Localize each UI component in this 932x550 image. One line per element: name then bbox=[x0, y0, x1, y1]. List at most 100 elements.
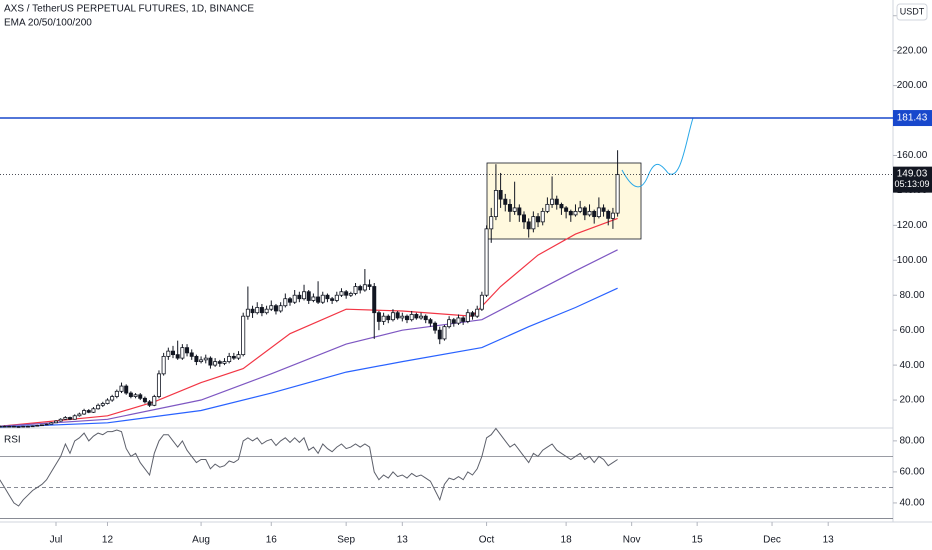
candle-body bbox=[390, 312, 395, 321]
candle-body bbox=[330, 298, 335, 301]
candle-body bbox=[175, 354, 180, 359]
candle-body bbox=[428, 319, 433, 324]
candle-body bbox=[119, 385, 124, 392]
candle-body bbox=[100, 403, 105, 406]
candle-body bbox=[526, 221, 531, 230]
candle-body bbox=[461, 317, 466, 322]
candle-body bbox=[189, 352, 194, 357]
candle-body bbox=[316, 296, 321, 303]
candle-body bbox=[419, 315, 424, 319]
x-tick-label: Oct bbox=[479, 535, 495, 546]
candle-body bbox=[582, 207, 587, 216]
rsi-label: RSI bbox=[4, 435, 21, 446]
candle-body bbox=[498, 190, 503, 200]
candle-body bbox=[124, 385, 129, 394]
currency-label[interactable]: USDT bbox=[900, 6, 925, 16]
candle-body bbox=[540, 210, 545, 223]
candle-body bbox=[259, 307, 264, 314]
hline-price-label: 181.43 bbox=[897, 113, 928, 124]
candle-body bbox=[578, 207, 583, 212]
candle-body bbox=[381, 315, 386, 322]
y-tick-label: 40.00 bbox=[899, 360, 924, 371]
candle-body bbox=[447, 319, 452, 328]
candle-body bbox=[213, 361, 218, 366]
last-price-label: 149.03 bbox=[897, 168, 928, 179]
plot-layer: 20.0040.0060.0080.00100.00120.00140.0016… bbox=[0, 10, 932, 546]
rsi-tick-label: 80.00 bbox=[899, 436, 924, 447]
projection-curve bbox=[621, 117, 694, 188]
rsi-tick-label: 60.00 bbox=[899, 467, 924, 478]
candle-body bbox=[437, 329, 442, 340]
candle-body bbox=[0, 425, 2, 428]
candle-body bbox=[414, 314, 419, 319]
currency-button[interactable] bbox=[896, 3, 928, 21]
candle-body bbox=[166, 350, 171, 357]
candle-body bbox=[320, 294, 325, 303]
candle-body bbox=[199, 359, 204, 363]
candle-body bbox=[587, 210, 592, 216]
candle-body bbox=[236, 354, 241, 359]
candle-body bbox=[503, 198, 508, 205]
candle-body bbox=[325, 294, 330, 300]
y-tick-label: 60.00 bbox=[899, 325, 924, 336]
candle-body bbox=[72, 415, 77, 420]
candle-body bbox=[404, 315, 409, 321]
candle-body bbox=[250, 308, 255, 314]
x-tick-label: 13 bbox=[823, 535, 835, 546]
candle-body bbox=[133, 394, 138, 397]
candle-body bbox=[386, 315, 391, 321]
candle-body bbox=[11, 425, 16, 428]
candle-body bbox=[245, 308, 250, 317]
candle-body bbox=[105, 399, 110, 404]
candle-body bbox=[96, 404, 101, 410]
candle-body bbox=[58, 418, 63, 422]
x-tick-label: 15 bbox=[692, 535, 704, 546]
candle-body bbox=[564, 207, 569, 212]
x-tick-label: Dec bbox=[763, 535, 781, 546]
candle-body bbox=[170, 350, 175, 356]
candle-body bbox=[409, 314, 414, 321]
y-tick-label: 220.00 bbox=[897, 45, 928, 56]
candle-body bbox=[86, 410, 91, 413]
candle-body bbox=[362, 284, 367, 291]
candle-body bbox=[91, 408, 96, 413]
candle-body bbox=[536, 216, 541, 223]
range-box bbox=[486, 162, 642, 240]
candle-body bbox=[606, 210, 611, 219]
candle-body bbox=[128, 392, 133, 397]
candle-body bbox=[49, 422, 54, 425]
candle-body bbox=[531, 216, 536, 230]
x-tick-label: 18 bbox=[561, 535, 573, 546]
candle-body bbox=[493, 190, 498, 218]
y-tick-label: 100.00 bbox=[897, 255, 928, 266]
candle-body bbox=[311, 296, 316, 301]
candle-body bbox=[339, 291, 344, 296]
candle-body bbox=[138, 394, 143, 399]
candle-body bbox=[615, 174, 620, 214]
candle-body bbox=[601, 207, 606, 212]
candle-body bbox=[39, 424, 44, 427]
candle-body bbox=[142, 397, 147, 403]
candle-body bbox=[264, 308, 269, 314]
candle-body bbox=[180, 347, 185, 359]
x-tick-label: Jul bbox=[50, 535, 63, 546]
candle-body bbox=[545, 203, 550, 212]
candle-body bbox=[16, 426, 21, 428]
candle-body bbox=[217, 361, 222, 364]
candle-body bbox=[465, 312, 470, 322]
candle-body bbox=[222, 361, 227, 364]
candle-body bbox=[54, 420, 59, 424]
candle-body bbox=[470, 312, 475, 317]
x-tick-label: 13 bbox=[397, 535, 409, 546]
y-tick-label: 120.00 bbox=[897, 220, 928, 231]
candle-body bbox=[550, 198, 555, 205]
candle-body bbox=[231, 355, 236, 359]
candle-body bbox=[114, 390, 119, 397]
candle-body bbox=[442, 326, 447, 340]
candle-body bbox=[208, 357, 213, 366]
candle-body bbox=[400, 315, 405, 319]
hline-price-box bbox=[893, 110, 932, 127]
candle-body bbox=[241, 315, 246, 356]
